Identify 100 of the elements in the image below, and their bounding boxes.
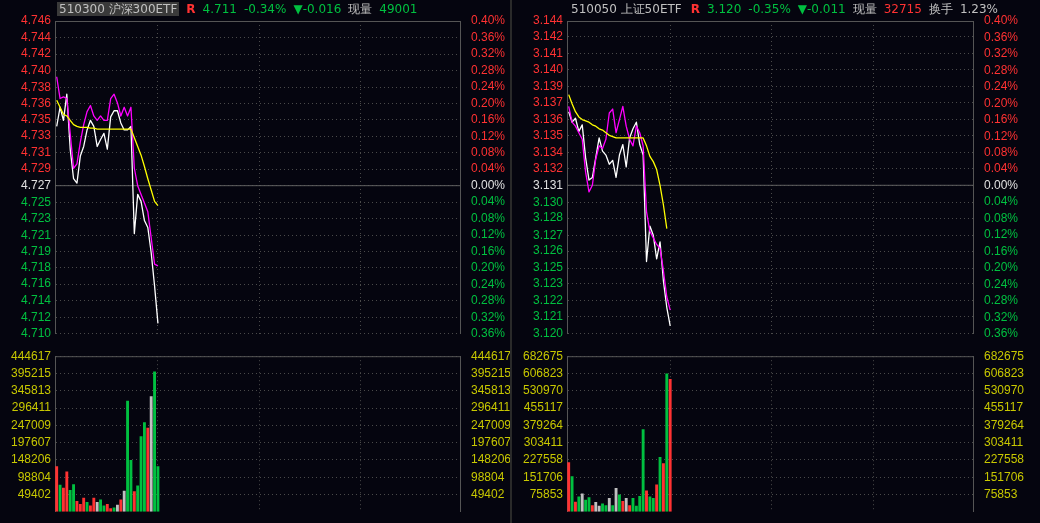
bar (604, 505, 608, 512)
bar (628, 505, 632, 512)
y2-tick-label: 303411 (984, 434, 1024, 449)
chart-title: 510050 上证50ETF (570, 2, 683, 16)
y2-tick-label: 0.04% (471, 161, 506, 176)
y2-tick-label: 0.04% (471, 194, 506, 209)
y2-tick-label: 395215 (471, 365, 512, 380)
y-tick-label: 3.132 (532, 160, 564, 175)
y-tick-label: 3.120 (532, 326, 564, 341)
bar (146, 427, 150, 512)
bar (665, 373, 669, 512)
y2-tick-label: 379264 (984, 417, 1025, 432)
y-tick-label: 3.130 (532, 194, 564, 209)
y2-tick-label: 0.40% (984, 13, 1019, 28)
y2-tick-label: 98804 (471, 469, 505, 484)
text: -0.34% (243, 2, 287, 16)
bar (72, 484, 75, 512)
y-tick-label: 4.714 (20, 293, 52, 307)
y2-tick-label: 0.24% (984, 276, 1019, 291)
y-tick-label: 4.738 (20, 79, 52, 94)
bar (651, 498, 655, 512)
bar (567, 462, 571, 512)
y-tick-label: 4.716 (20, 276, 52, 291)
y2-tick-label: 0.16% (984, 112, 1019, 127)
y2-tick-label: 0.28% (984, 62, 1019, 77)
y-tick-label: 4.727 (20, 177, 52, 192)
text: 4.711 (202, 2, 237, 16)
bar (126, 400, 129, 512)
y-tick-label: 379264 (522, 417, 564, 432)
y2-tick-label: 0.12% (984, 227, 1019, 242)
text: ▼-0.011 (797, 2, 846, 16)
y-tick-label: 530970 (522, 383, 564, 398)
text: 1.23% (959, 2, 998, 16)
bar (655, 484, 659, 512)
text: 49001 (379, 2, 418, 16)
y-tick-label: 4.729 (20, 161, 52, 176)
y-tick-label: 4.721 (20, 227, 52, 242)
bar (648, 496, 652, 512)
y-tick-label: 3.139 (532, 79, 564, 94)
y-tick-label: 3.136 (532, 111, 564, 126)
bar (116, 504, 119, 512)
chart-title: 510300 沪深300ETF (57, 2, 180, 16)
y-tick-label: 4.710 (20, 326, 52, 341)
bar (153, 371, 156, 512)
y-tick-label: 148206 (10, 452, 52, 467)
y2-tick-label: 0.36% (984, 29, 1019, 44)
y2-tick-label: 0.32% (471, 309, 506, 324)
y-tick-label: 3.131 (532, 177, 564, 192)
bar (149, 396, 153, 512)
y2-tick-label: 0.00% (471, 177, 506, 192)
y-tick-label: 345813 (10, 383, 52, 398)
y2-tick-label: 0.24% (471, 79, 506, 94)
y2-tick-label: 0.28% (984, 293, 1019, 308)
y-tick-label: 3.140 (532, 61, 564, 76)
y-tick-label: 4.736 (20, 96, 52, 111)
bar (668, 378, 672, 512)
y2-tick-label: 345813 (471, 383, 512, 398)
y-tick-label: 4.723 (20, 211, 52, 226)
y-tick-label: 227558 (522, 452, 564, 467)
y2-tick-label: 682675 (984, 348, 1025, 363)
y2-tick-label: 0.24% (471, 276, 506, 291)
bar (611, 505, 615, 512)
bar (95, 502, 99, 512)
bar (645, 490, 648, 512)
bar (132, 491, 136, 512)
y-tick-label: 3.144 (532, 13, 564, 28)
y2-tick-label: 0.20% (984, 260, 1019, 275)
y-tick-label: 3.142 (532, 29, 564, 44)
y-tick-label: 4.746 (20, 13, 52, 28)
y2-tick-label: 151706 (984, 469, 1025, 484)
y2-tick-label: 0.32% (984, 309, 1019, 324)
bar (55, 466, 59, 512)
bar (661, 463, 665, 512)
y2-tick-label: 0.04% (984, 194, 1019, 209)
text: R (690, 2, 700, 16)
y2-tick-label: 0.40% (471, 13, 506, 28)
y2-tick-label: 0.12% (471, 128, 506, 143)
y-tick-label: 3.125 (532, 260, 564, 275)
y-tick-label: 247009 (10, 417, 52, 432)
y2-tick-label: 0.08% (984, 210, 1019, 225)
y2-tick-label: 0.28% (471, 62, 506, 77)
y-tick-label: 3.127 (532, 227, 564, 242)
y2-tick-label: 0.36% (471, 29, 506, 44)
y-tick-label: 3.141 (532, 46, 564, 61)
y-tick-label: 4.744 (20, 29, 52, 44)
y-tick-label: 197607 (10, 434, 52, 449)
y-tick-label: 3.122 (532, 293, 564, 308)
y2-tick-label: 296411 (471, 400, 511, 415)
y-tick-label: 4.735 (20, 111, 52, 126)
y2-tick-label: 0.08% (471, 210, 506, 225)
text: 现量 (348, 2, 373, 16)
bar (607, 498, 611, 512)
y-tick-label: 3.128 (532, 210, 564, 225)
y2-tick-label: 49402 (471, 486, 505, 501)
y-tick-label: 4.718 (20, 259, 52, 274)
y2-tick-label: 227558 (984, 452, 1025, 467)
bar (574, 501, 577, 512)
y-tick-label: 3.126 (532, 243, 564, 258)
y2-tick-label: 0.28% (471, 293, 506, 308)
y2-tick-label: 0.00% (984, 177, 1019, 192)
